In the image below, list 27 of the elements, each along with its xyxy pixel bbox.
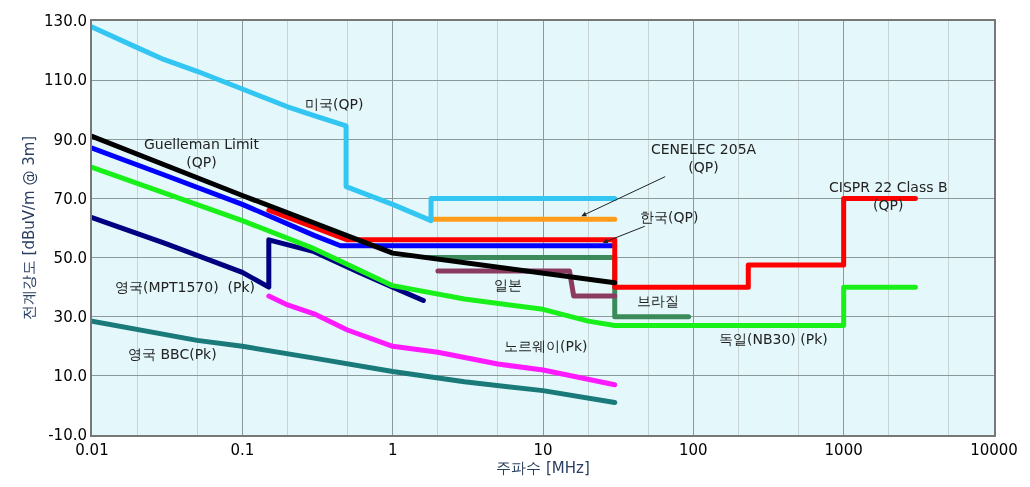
annotation: 브라질 [637,293,679,309]
y-tick-label: 90.0 [53,130,87,149]
annotation: 노르웨이(Pk) [504,338,588,354]
annotation: CISPR 22 Class B (QP) [829,179,948,214]
y-tick-label: 10.0 [53,367,87,386]
x-tick-label: 10 [533,441,553,459]
annotation: CENELEC 205A (QP) [651,141,757,176]
x-axis-title: 주파수 [MHz] [496,459,590,477]
annotation: 독일(NB30) (Pk) [719,331,828,347]
annotation: 영국 BBC(Pk) [128,346,217,362]
y-tick-label: 130.0 [44,12,87,31]
y-tick-label: 110.0 [44,71,87,90]
annotation: 영국(MPT1570) (Pk) [115,279,255,295]
x-tick-label: 1000 [824,441,863,459]
y-tick-label: 30.0 [53,307,87,326]
y-tick-label: 50.0 [53,248,87,267]
x-tick-label: 10000 [970,441,1018,459]
annotation: 일본 [494,277,522,293]
y-axis-title: 전계강도 [dBuV/m @ 3m] [19,135,38,321]
annotation: Guelleman Limit (QP) [144,136,260,171]
x-tick-label: 0.01 [75,441,109,459]
annotation: 미국(QP) [305,96,364,112]
x-tick-label: 1 [387,441,398,459]
annotation: 한국(QP) [640,209,699,225]
x-tick-label: 0.1 [230,441,255,459]
y-tick-label: 70.0 [53,189,87,208]
x-tick-label: 100 [679,441,708,459]
